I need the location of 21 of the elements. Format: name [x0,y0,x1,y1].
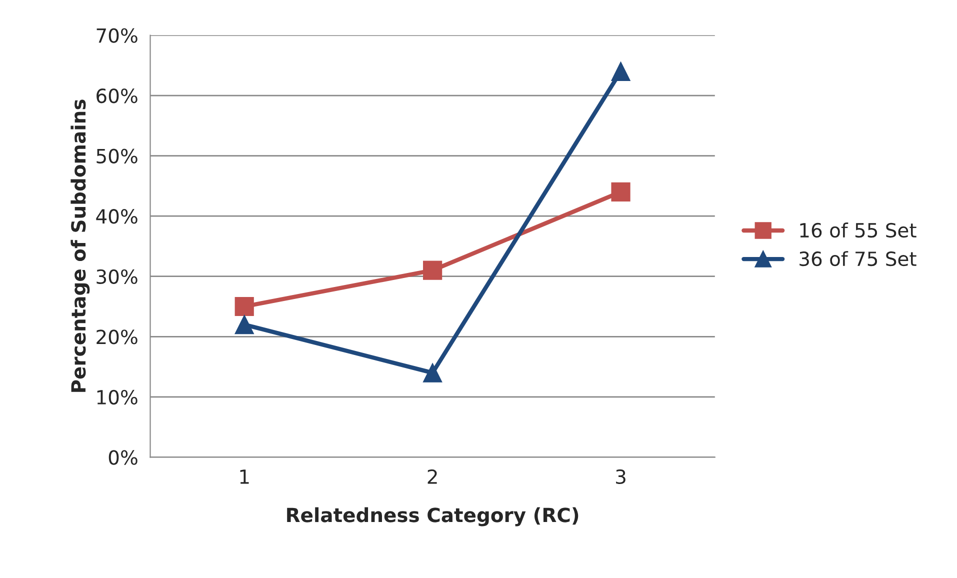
point [234,296,254,316]
y-tick-label: 0% [108,450,138,465]
y-tick-label: 70% [96,28,138,43]
x-tick-label: 2 [428,469,437,484]
point [234,315,254,334]
x-tick-label: 3 [616,469,626,484]
y-tick-label: 60% [96,88,138,104]
point [423,260,442,280]
x-axis-title: Relatedness Category (RC) [287,507,578,526]
legend-label: 16 of 55 Set [800,222,916,238]
y-tick-label: 20% [96,330,138,344]
x-tick-label: 1 [240,470,249,484]
legend-label: 36 of 75 Set [800,251,916,266]
y-tick-label: 10% [97,390,138,405]
point [611,62,630,81]
y-tick-label: 50% [96,148,138,164]
y-axis-title: Percentage of Subdomains [70,100,90,392]
y-tick-label: 30% [96,269,138,284]
point [423,363,442,382]
point [611,182,630,202]
y-tick-label: 40% [96,209,138,224]
